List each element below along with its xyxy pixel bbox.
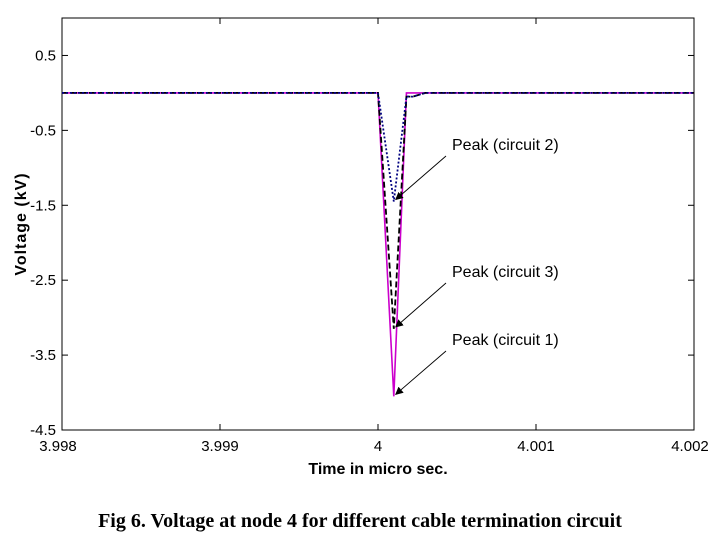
x-axis-ticks: 3.998 3.999 4 4.001 4.002 <box>39 18 709 455</box>
figure-caption: Fig 6. Voltage at node 4 for different c… <box>98 510 622 532</box>
y-axis-ticks: 0.5 -0.5 -1.5 -2.5 -3.5 -4.5 <box>30 47 694 439</box>
annotation-label: Peak (circuit 2) <box>452 137 559 154</box>
x-tick-label: 4 <box>374 438 382 455</box>
x-tick-label: 4.001 <box>517 438 555 455</box>
y-tick-label: -4.5 <box>30 422 56 439</box>
annotation-arrow <box>395 155 447 201</box>
annotation-label: Peak (circuit 3) <box>452 264 559 281</box>
annotation-layer: Peak (circuit 2) Peak (circuit 3) Peak (ci… <box>395 137 559 395</box>
annotation-arrow <box>395 350 447 395</box>
annotation-label: Peak (circuit 1) <box>452 332 559 349</box>
y-tick-label: -2.5 <box>30 272 56 289</box>
x-axis-label: Time in micro sec. <box>308 461 447 478</box>
y-tick-label: 0.5 <box>35 47 56 64</box>
series-layer <box>62 92 694 397</box>
x-tick-label: 3.998 <box>39 438 77 455</box>
annotation-arrow <box>395 282 447 328</box>
x-tick-label: 4.002 <box>671 438 709 455</box>
y-axis-label: Voltage (kV) <box>13 172 30 275</box>
y-tick-label: -1.5 <box>30 197 56 214</box>
y-tick-label: -3.5 <box>30 347 56 364</box>
y-tick-label: -0.5 <box>30 122 56 139</box>
voltage-chart: 3.998 3.999 4 4.001 4.002 0.5 -0.5 -1.5 -2.5 -3.… <box>13 17 709 478</box>
plot-area <box>61 17 695 431</box>
series-line-3 <box>62 92 694 202</box>
x-tick-label: 3.999 <box>201 438 239 455</box>
